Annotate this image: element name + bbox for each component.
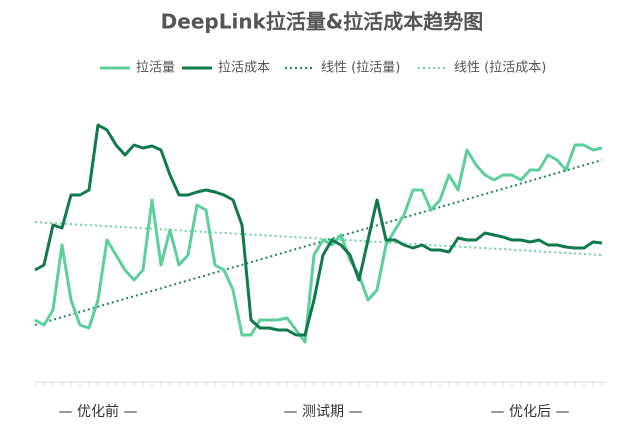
x-tick-label: — 测试期 — — [284, 404, 363, 420]
x-tick-label: — 优化后 — — [491, 404, 570, 420]
legend-label: 拉活成本 — [218, 61, 270, 76]
legend-label: 线性 (拉活量) — [321, 61, 400, 76]
legend-label: 拉活量 — [136, 61, 175, 76]
series-line — [34, 123, 603, 337]
trendline — [34, 159, 603, 326]
series-line — [34, 143, 603, 344]
x-tick-label: — 优化前 — — [59, 403, 138, 420]
legend-label: 线性 (拉活成本) — [454, 61, 546, 76]
chart-title: DeepLink拉活量&拉活成本趋势图 — [161, 10, 484, 34]
